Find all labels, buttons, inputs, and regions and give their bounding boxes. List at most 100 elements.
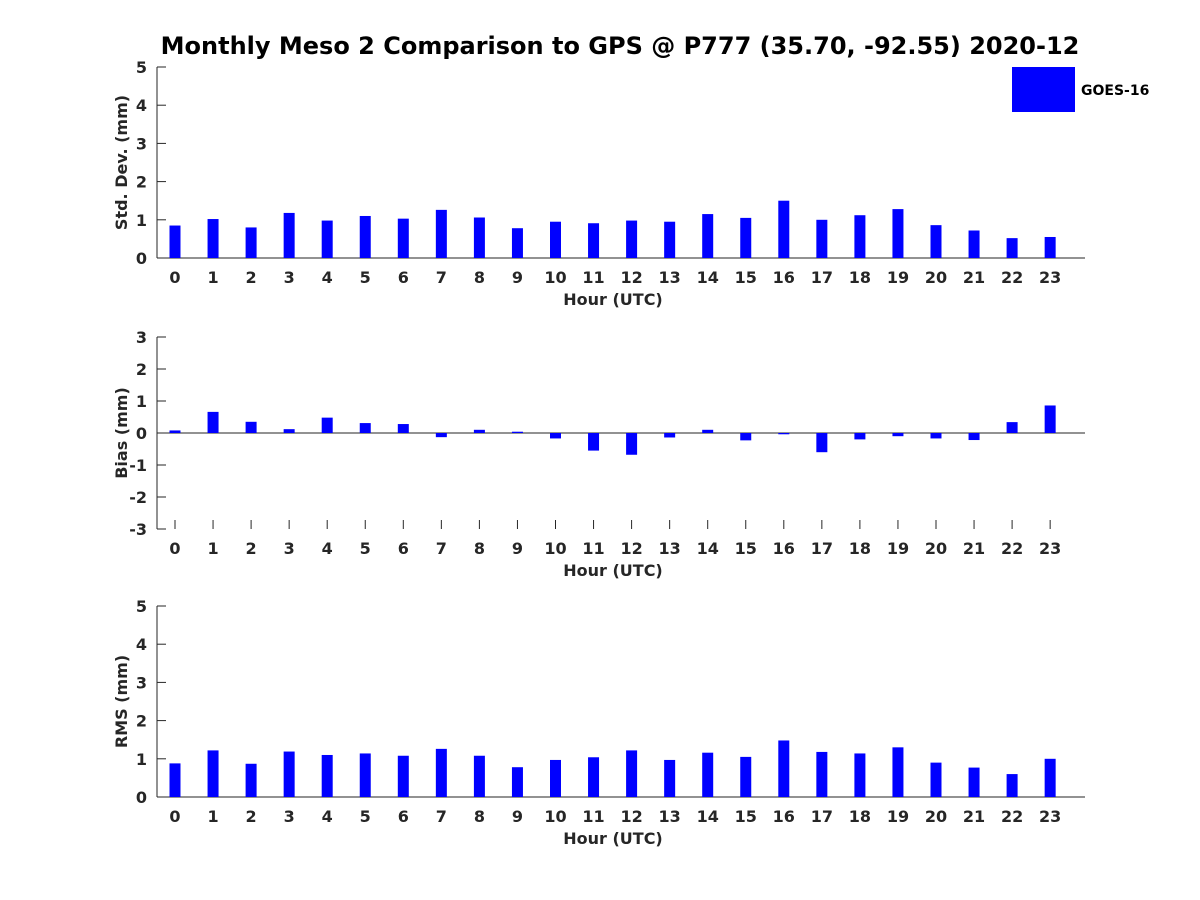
bar: [397, 424, 409, 433]
x-tick-label: 19: [887, 539, 909, 558]
x-tick-label: 9: [512, 268, 523, 287]
x-tick-label: 5: [360, 539, 371, 558]
bar: [397, 218, 409, 258]
bar: [321, 754, 333, 797]
x-tick-label: 2: [246, 539, 257, 558]
x-tick-label: 0: [169, 268, 180, 287]
bar: [207, 750, 219, 797]
bar: [207, 219, 219, 258]
bar: [740, 217, 752, 258]
bar: [854, 753, 866, 797]
x-tick-label: 10: [544, 268, 566, 287]
bar: [816, 433, 828, 453]
x-tick-label: 20: [925, 807, 947, 826]
x-tick-label: 8: [474, 539, 485, 558]
x-tick-label: 3: [284, 539, 295, 558]
bar: [778, 740, 790, 797]
x-tick-label: 14: [697, 268, 719, 287]
x-tick-label: 7: [436, 268, 447, 287]
x-tick-label: 0: [169, 539, 180, 558]
x-tick-label: 1: [207, 807, 218, 826]
x-tick-label: 0: [169, 807, 180, 826]
bar: [359, 215, 371, 258]
x-tick-label: 19: [887, 807, 909, 826]
bar: [359, 753, 371, 797]
bar: [930, 762, 942, 797]
bar: [816, 751, 828, 797]
bar: [169, 763, 181, 797]
bar: [1006, 238, 1018, 258]
y-tick-label: 3: [136, 134, 147, 153]
bar: [968, 767, 980, 797]
x-tick-label: 2: [246, 268, 257, 287]
bar: [435, 748, 447, 797]
x-tick-label: 2: [246, 807, 257, 826]
x-tick-label: 23: [1039, 539, 1061, 558]
bar: [588, 223, 600, 258]
y-tick-label: 1: [136, 392, 147, 411]
x-tick-label: 10: [544, 807, 566, 826]
bar: [588, 757, 600, 797]
x-tick-label: 17: [811, 268, 833, 287]
bar: [169, 430, 181, 433]
bar: [740, 433, 752, 441]
x-tick-label: 14: [697, 539, 719, 558]
bar: [283, 429, 295, 433]
bar: [816, 219, 828, 258]
y-tick-label: 0: [136, 788, 147, 807]
x-tick-label: 19: [887, 268, 909, 287]
x-tick-label: 23: [1039, 807, 1061, 826]
x-tick-label: 11: [582, 539, 604, 558]
bar: [1044, 405, 1056, 433]
bar: [245, 227, 257, 258]
legend-label: GOES-16: [1081, 83, 1149, 99]
x-tick-label: 23: [1039, 268, 1061, 287]
x-tick-label: 13: [659, 268, 681, 287]
legend: GOES-16: [1012, 67, 1149, 112]
x-tick-label: 8: [474, 268, 485, 287]
x-tick-label: 21: [963, 807, 985, 826]
bar: [473, 217, 485, 258]
x-axis-label: Hour (UTC): [563, 561, 663, 580]
bar: [930, 225, 942, 258]
x-axis-label: Hour (UTC): [563, 290, 663, 309]
x-tick-label: 9: [512, 539, 523, 558]
y-tick-label: -2: [129, 488, 147, 507]
y-tick-label: 1: [136, 750, 147, 769]
bar: [1044, 758, 1056, 797]
x-tick-label: 14: [697, 807, 719, 826]
x-tick-label: 6: [398, 807, 409, 826]
bar: [778, 200, 790, 258]
x-tick-label: 3: [284, 268, 295, 287]
y-tick-label: 4: [136, 96, 147, 115]
x-tick-label: 8: [474, 807, 485, 826]
x-tick-label: 22: [1001, 539, 1023, 558]
x-tick-label: 12: [620, 539, 642, 558]
bar: [550, 221, 561, 258]
y-tick-label: 2: [136, 173, 147, 192]
bar: [397, 755, 409, 797]
y-tick-label: -3: [129, 520, 147, 539]
x-tick-label: 13: [659, 807, 681, 826]
bar: [473, 755, 485, 797]
y-axis-label: RMS (mm): [112, 655, 131, 748]
y-tick-label: 0: [136, 424, 147, 443]
y-tick-label: 1: [136, 211, 147, 230]
bar: [321, 417, 333, 433]
bar: [435, 433, 447, 438]
bar: [626, 750, 638, 797]
bar: [778, 433, 790, 435]
bar: [854, 433, 866, 440]
bar: [664, 759, 676, 797]
bar: [435, 209, 447, 258]
y-tick-label: 0: [136, 249, 147, 268]
y-tick-label: 4: [136, 635, 147, 654]
bar: [283, 212, 295, 258]
bar: [892, 747, 904, 797]
x-tick-label: 6: [398, 268, 409, 287]
x-tick-label: 9: [512, 807, 523, 826]
